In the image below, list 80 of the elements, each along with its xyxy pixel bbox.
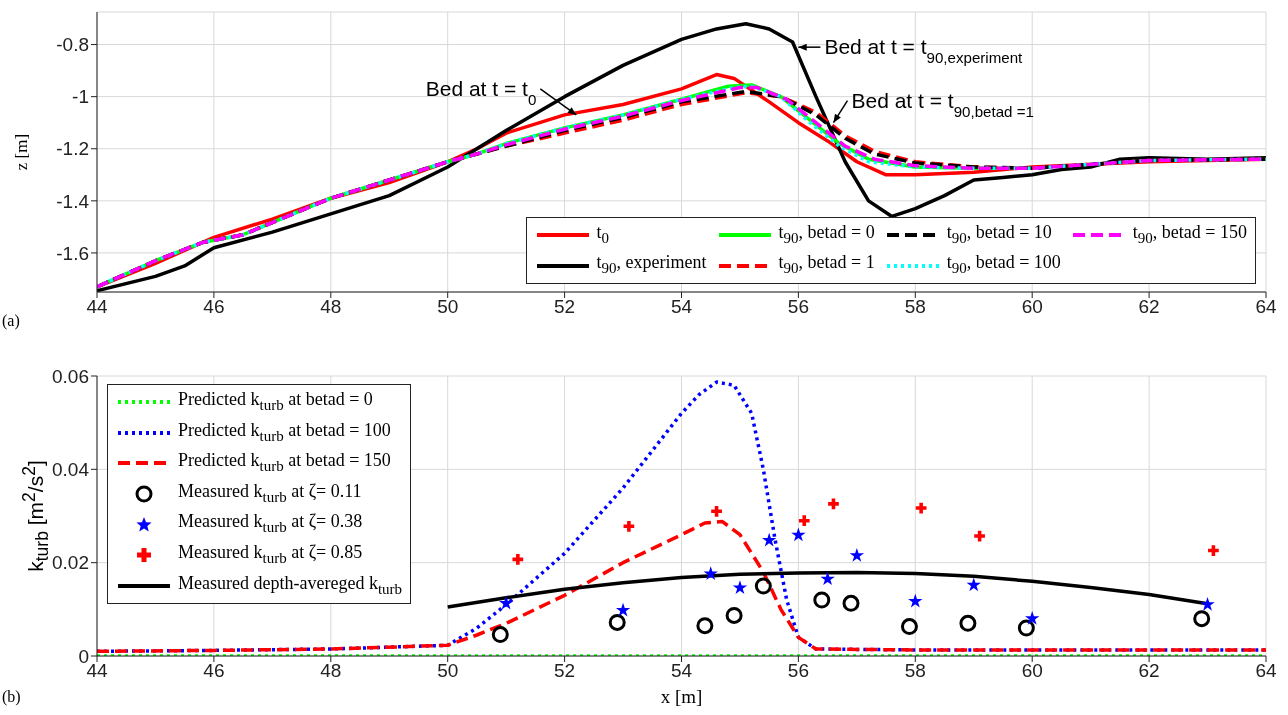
point xyxy=(754,577,772,595)
legend-label: t$_{90}$, betad = 10 xyxy=(946,220,1052,248)
x-tick-label: 56 xyxy=(787,660,809,682)
legend-label: t$_{90}$, betad = 0 xyxy=(778,220,875,248)
legend-label: Measured k$_{turb}$ at ζ= 0.38 xyxy=(178,510,363,537)
x-tick-label: 48 xyxy=(320,296,342,318)
x-tick-label: 46 xyxy=(203,296,225,318)
x-tick-label: 64 xyxy=(1255,660,1277,682)
legend-label: Predicted k$_{turb}$ at betad = 150 xyxy=(178,449,391,476)
point xyxy=(849,548,865,562)
legend-label: t$_{90}$, experiment xyxy=(596,251,707,278)
x-tick-label: 56 xyxy=(787,296,809,318)
x-tick-label: 54 xyxy=(670,660,693,682)
annotation: Bed at t = t$_{90,betad =1}$ xyxy=(851,88,1034,120)
x-tick-label: 62 xyxy=(1138,296,1160,318)
point xyxy=(915,502,927,514)
x-tick-label: 52 xyxy=(554,660,576,682)
x-tick-label: 50 xyxy=(437,660,459,682)
annotation: Bed at t = t$_{0}$ xyxy=(425,76,537,108)
y-tick-label: 0 xyxy=(78,645,89,667)
y-tick-label: 0.06 xyxy=(52,365,89,387)
x-tick-label: 60 xyxy=(1021,660,1043,682)
point xyxy=(498,595,514,610)
point xyxy=(608,613,626,631)
point xyxy=(813,591,831,609)
y-tick-label: 0.04 xyxy=(52,459,90,481)
x-tick-label: 54 xyxy=(670,296,693,318)
x-tick-label: 60 xyxy=(1021,296,1043,318)
point xyxy=(512,554,524,565)
point xyxy=(828,498,839,510)
x-tick-label: 62 xyxy=(1138,660,1160,682)
point xyxy=(1017,619,1035,637)
point xyxy=(623,520,635,532)
x-tick-label: 50 xyxy=(437,296,459,318)
y-tick-label: -1.6 xyxy=(56,242,89,264)
point xyxy=(1025,611,1040,625)
y-axis-title: z [m] xyxy=(12,133,32,171)
point xyxy=(725,606,743,624)
point xyxy=(761,532,777,547)
x-tick-label: 58 xyxy=(904,660,926,682)
point xyxy=(798,515,810,527)
legend-label: Measured k$_{turb}$ at ζ= 0.85 xyxy=(178,540,363,568)
x-tick-label: 44 xyxy=(86,296,108,318)
point xyxy=(1193,610,1211,628)
y-tick-label: -1.2 xyxy=(56,138,89,160)
legend-label: t$_{90}$, betad = 100 xyxy=(946,251,1061,278)
y-tick-label: -1 xyxy=(72,86,89,108)
point xyxy=(820,571,835,586)
legend-label: Predicted k$_{turb}$ at betad = 0 xyxy=(178,388,373,415)
annotation: Bed at t = t$_{90,experiment}$ xyxy=(824,35,1024,66)
point xyxy=(732,580,748,594)
text: (b) xyxy=(2,688,21,706)
y-tick-label: 0.02 xyxy=(52,552,89,574)
point xyxy=(908,593,923,608)
y-tick-label: -0.8 xyxy=(56,34,89,56)
point xyxy=(615,602,631,617)
x-axis-title: x [m] xyxy=(660,686,703,708)
point xyxy=(900,618,918,636)
x-tick-label: 46 xyxy=(203,660,225,682)
x-tick-label: 52 xyxy=(554,296,576,318)
point xyxy=(974,530,985,542)
legend-label: t$_{90}$, betad = 150 xyxy=(1132,220,1247,248)
legend-label: t$_{90}$, betad = 1 xyxy=(778,251,875,278)
point xyxy=(791,527,806,542)
legend-label: t$_{0}$ xyxy=(596,220,610,248)
legend-label: Measured depth-avereged k$_{turb}$ xyxy=(178,571,403,599)
legend-label: Predicted k$_{turb}$ at betad = 100 xyxy=(178,418,391,446)
point xyxy=(1200,597,1215,611)
point xyxy=(966,577,981,592)
x-tick-label: 48 xyxy=(320,660,342,682)
point xyxy=(842,594,860,612)
text: (a) xyxy=(2,312,20,330)
point xyxy=(703,566,718,580)
legend-label: Measured k$_{turb}$ at ζ= 0.11 xyxy=(178,479,362,507)
x-tick-label: 58 xyxy=(904,296,926,318)
point xyxy=(491,626,509,644)
point xyxy=(696,617,714,635)
y-tick-label: -1.4 xyxy=(56,190,90,212)
point xyxy=(959,614,977,632)
x-tick-label: 64 xyxy=(1255,296,1277,318)
